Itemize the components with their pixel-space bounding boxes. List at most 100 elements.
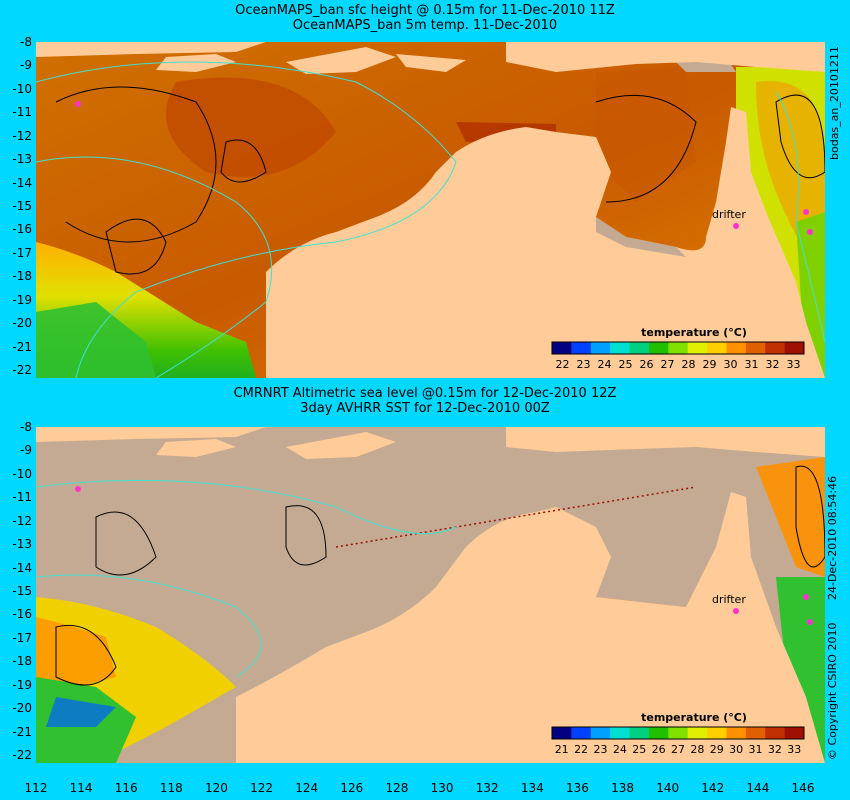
bottom-island — [156, 439, 236, 457]
bottom-colorbar-tick: 33 — [787, 743, 801, 756]
y-axis-tick-label: -13 — [12, 537, 32, 552]
top-contour — [775, 94, 825, 179]
bottom-colorbar-swatch — [629, 727, 650, 739]
top-australia-land — [266, 107, 825, 378]
bottom-contour — [36, 479, 457, 535]
y-axis-tick-label: -15 — [12, 584, 32, 598]
top-colorbar-swatch — [552, 342, 572, 354]
top-colorbar-swatch — [687, 342, 708, 354]
bottom-colorbar-tick: 27 — [671, 743, 685, 756]
top-drifter-label: drifter — [712, 208, 746, 221]
bottom-drifter-marker — [803, 594, 809, 600]
top-colorbar-tick: 33 — [787, 358, 801, 371]
x-axis-tick-label: 120 — [205, 781, 228, 795]
x-axis-tick-label: 124 — [295, 781, 319, 795]
x-axis-tick-label: 140 — [656, 781, 680, 795]
bottom-sst-region — [776, 577, 825, 763]
x-axis-tick-label: 126 — [340, 781, 364, 795]
top-colorbar-tick: 26 — [640, 358, 654, 371]
y-axis-tick-label: -21 — [12, 339, 32, 354]
top-nodata-rim — [596, 217, 686, 257]
top-colorbar-swatch — [571, 342, 592, 354]
x-axis-tick-label: 142 — [701, 781, 725, 795]
top-drifter-marker — [75, 101, 81, 107]
x-axis-tick-label: 136 — [565, 781, 589, 795]
bottom-colorbar-tick: 24 — [613, 743, 627, 756]
x-axis-tick-label: 128 — [385, 781, 409, 795]
x-axis-tick-label: 134 — [520, 781, 544, 795]
top-colorbar-swatch — [745, 342, 766, 354]
y-axis-tick-label: -11 — [12, 490, 32, 505]
top-colorbar-tick: 28 — [682, 358, 696, 371]
top-colorbar-swatch — [610, 342, 631, 354]
bottom-colorbar-tick: 29 — [710, 743, 724, 756]
top-colorbar-swatch — [590, 342, 611, 354]
bottom-contour — [285, 505, 327, 566]
bottom-sst-region — [46, 697, 116, 727]
top-newguinea-land — [506, 42, 825, 72]
x-axis-tick-label: 122 — [250, 781, 274, 795]
bottom-colorbar-title: temperature (°C) — [641, 711, 747, 724]
x-axis-tick-label: 138 — [611, 781, 634, 795]
top-colorbar-swatch — [707, 342, 727, 354]
top-island — [286, 47, 396, 74]
y-axis-tick-label: -22 — [12, 748, 32, 762]
top-colorbar-tick: 22 — [556, 358, 570, 371]
bottom-newguinea-land — [506, 427, 825, 457]
bottom-panel-title: CMRNRT Altimetric sea level @0.15m for 1… — [233, 386, 617, 401]
top-colorbar-tick: 27 — [661, 358, 675, 371]
bottom-colorbar-tick: 21 — [555, 743, 569, 756]
top-east-region — [796, 212, 825, 378]
top-colorbar-swatch — [629, 342, 650, 354]
top-contour — [36, 156, 273, 378]
bottom-panel-subtitle: 3day AVHRR SST for 12-Dec-2010 00Z — [300, 401, 550, 416]
top-colorbar-tick: 30 — [724, 358, 738, 371]
top-drifter-marker — [733, 223, 739, 229]
y-axis-tick-label: -20 — [12, 316, 32, 331]
y-axis-tick-label: -19 — [12, 292, 32, 307]
bottom-colorbar-tick: 26 — [652, 743, 666, 756]
x-axis-tick-label: 132 — [475, 781, 499, 795]
bottom-colorbar-swatch — [765, 727, 786, 739]
top-colorbar-title: temperature (°C) — [641, 326, 747, 339]
top-drifter-marker — [803, 209, 809, 215]
top-contour — [55, 86, 217, 243]
bottom-track — [335, 486, 697, 548]
bottom-colorbar-swatch — [707, 727, 727, 739]
y-axis-tick-label: -12 — [12, 513, 32, 528]
top-colorbar-tick: 32 — [766, 358, 780, 371]
bottom-colorbar-swatch — [552, 727, 572, 739]
y-axis-tick-label: -18 — [12, 269, 32, 284]
top-contour — [36, 61, 457, 378]
bottom-drifter-label: drifter — [712, 593, 746, 606]
top-colorbar-tick: 31 — [745, 358, 759, 371]
bottom-drifter-marker — [807, 619, 813, 625]
top-warm-patch — [596, 67, 696, 202]
bottom-colorbar-tick: 25 — [632, 743, 646, 756]
bottom-drifter-marker — [75, 486, 81, 492]
y-axis-tick-label: -14 — [12, 175, 32, 190]
y-axis-tick-label: -9 — [20, 443, 32, 458]
top-colorbar-swatch — [784, 342, 805, 354]
y-axis-tick-label: -17 — [12, 630, 32, 645]
top-colorbar-tick: 25 — [619, 358, 633, 371]
top-green-region — [36, 302, 156, 378]
top-drifter-marker — [807, 229, 813, 235]
top-contour — [595, 94, 697, 203]
top-colorbar-swatch — [668, 342, 689, 354]
y-axis-tick-label: -21 — [12, 724, 32, 739]
bottom-colorbar-swatch — [784, 727, 805, 739]
bottom-sst-region — [756, 457, 825, 577]
bottom-colorbar-tick: 31 — [749, 743, 763, 756]
y-axis-tick-label: -16 — [12, 222, 32, 237]
y-axis-tick-label: -18 — [12, 654, 32, 669]
bottom-colorbar-swatch — [745, 727, 766, 739]
y-axis-tick-label: -16 — [12, 607, 32, 622]
bottom-island — [286, 432, 396, 459]
bottom-timestamp-label: 24-Dec-2010 08:54:46 — [826, 475, 839, 600]
top-island — [396, 54, 466, 72]
top-colorbar-swatch — [726, 342, 747, 354]
top-colorbar-border — [551, 341, 805, 355]
y-axis-tick-label: -11 — [12, 105, 32, 120]
bottom-contour — [36, 574, 262, 678]
